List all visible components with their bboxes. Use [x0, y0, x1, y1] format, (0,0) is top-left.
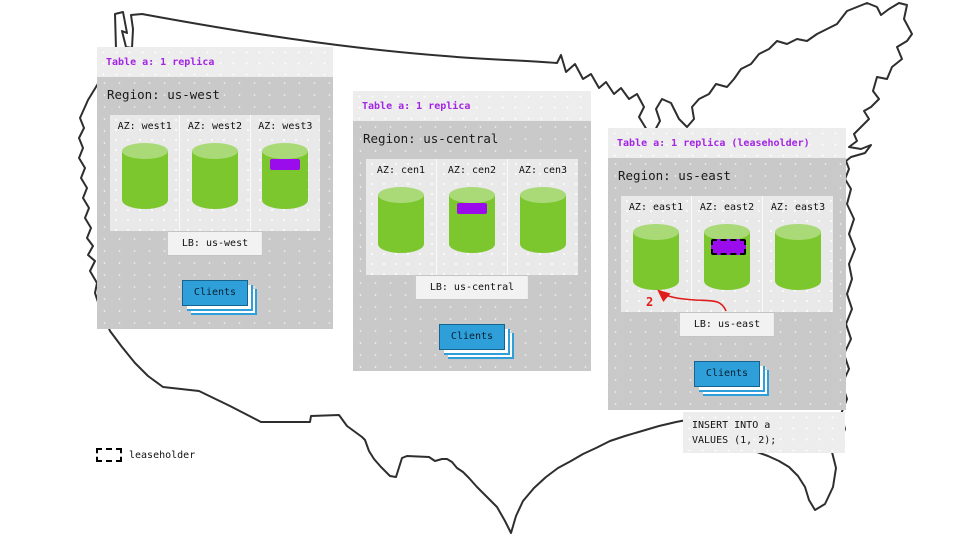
table-replica-header: Table a: 1 replica (leaseholder) — [608, 128, 846, 158]
region-panel: Region: us-east AZ: east1 AZ: east2 — [608, 158, 846, 410]
az-column-east1: AZ: east1 — [621, 196, 691, 312]
az-column-east3: AZ: east3 — [762, 196, 833, 312]
cylinder-top — [633, 224, 679, 240]
database-node-icon — [704, 224, 750, 290]
load-balancer-box: LB: us-east — [678, 312, 776, 337]
az-row: AZ: cen1 AZ: cen2 AZ: cen3 — [366, 159, 578, 275]
load-balancer-box: LB: us-central — [414, 275, 530, 300]
region-title: Region: us-central — [363, 131, 499, 146]
table-replica-header: Table a: 1 replica — [97, 47, 333, 77]
cylinder-body — [633, 232, 679, 290]
az-row: AZ: west1 AZ: west2 AZ: west3 — [110, 115, 320, 231]
cylinder-body — [520, 195, 566, 253]
az-label: AZ: west1 — [117, 121, 172, 132]
database-node-icon — [449, 187, 495, 253]
az-row: AZ: east1 AZ: east2 AZ: east3 — [621, 196, 833, 312]
header-label: Table a: 1 replica (leaseholder) — [617, 137, 810, 149]
replica-marker — [457, 203, 487, 214]
sql-statement-note: INSERT INTO a VALUES (1, 2); — [683, 412, 845, 453]
leaseholder-legend: leaseholder — [96, 448, 195, 462]
database-node-icon — [121, 143, 168, 209]
az-column-cen3: AZ: cen3 — [507, 159, 578, 275]
database-node-icon — [520, 187, 566, 253]
az-label: AZ: cen1 — [376, 165, 426, 176]
cylinder-body — [378, 195, 424, 253]
cylinder-top — [775, 224, 821, 240]
load-balancer-box: LB: us-west — [166, 231, 264, 256]
clients-button[interactable]: Clients — [439, 324, 505, 350]
cylinder-top — [449, 187, 495, 203]
az-column-west2: AZ: west2 — [179, 115, 249, 231]
az-column-west3: AZ: west3 — [249, 115, 320, 231]
cylinder-body — [191, 151, 238, 209]
az-label: AZ: east3 — [770, 202, 826, 213]
az-column-cen1: AZ: cen1 — [366, 159, 436, 275]
az-label: AZ: cen3 — [518, 165, 568, 176]
database-node-icon — [378, 187, 424, 253]
cylinder-top — [378, 187, 424, 203]
az-label: AZ: east2 — [699, 202, 755, 213]
database-node-icon — [775, 224, 821, 290]
database-node-icon — [191, 143, 238, 209]
region-panel: Region: us-central AZ: cen1 AZ: cen2 — [353, 121, 591, 371]
header-label: Table a: 1 replica — [106, 56, 215, 68]
header-label: Table a: 1 replica — [362, 100, 471, 112]
cylinder-top — [262, 143, 309, 159]
az-column-east2: AZ: east2 — [691, 196, 762, 312]
leaseholder-replica-marker — [711, 239, 746, 255]
database-node-icon — [262, 143, 309, 209]
legend-label: leaseholder — [129, 449, 196, 461]
az-label: AZ: cen2 — [447, 165, 497, 176]
region-title: Region: us-east — [618, 168, 731, 183]
leaseholder-swatch-icon — [96, 448, 122, 462]
region-panel: Region: us-west AZ: west1 AZ: west2 — [97, 77, 333, 329]
region-card-us-west: Table a: 1 replica Region: us-west AZ: w… — [97, 47, 333, 329]
table-replica-header: Table a: 1 replica — [353, 91, 591, 121]
cylinder-top — [520, 187, 566, 203]
az-column-cen2: AZ: cen2 — [436, 159, 507, 275]
cylinder-top — [121, 143, 168, 159]
cylinder-body — [775, 232, 821, 290]
az-column-west1: AZ: west1 — [110, 115, 179, 231]
cylinder-top — [191, 143, 238, 159]
az-label: AZ: west3 — [258, 121, 313, 132]
database-node-icon — [633, 224, 679, 290]
replica-marker — [270, 159, 301, 170]
az-label: AZ: east1 — [628, 202, 684, 213]
region-card-us-east: Table a: 1 replica (leaseholder) Region:… — [608, 128, 846, 410]
clients-button[interactable]: Clients — [182, 280, 248, 306]
region-card-us-central: Table a: 1 replica Region: us-central AZ… — [353, 91, 591, 371]
sql-line: VALUES (1, 2); — [692, 435, 777, 446]
cylinder-top — [704, 224, 750, 240]
az-label: AZ: west2 — [187, 121, 243, 132]
clients-button[interactable]: Clients — [694, 361, 760, 387]
cylinder-body — [121, 151, 168, 209]
region-title: Region: us-west — [107, 87, 220, 102]
sql-line: INSERT INTO a — [692, 420, 771, 431]
